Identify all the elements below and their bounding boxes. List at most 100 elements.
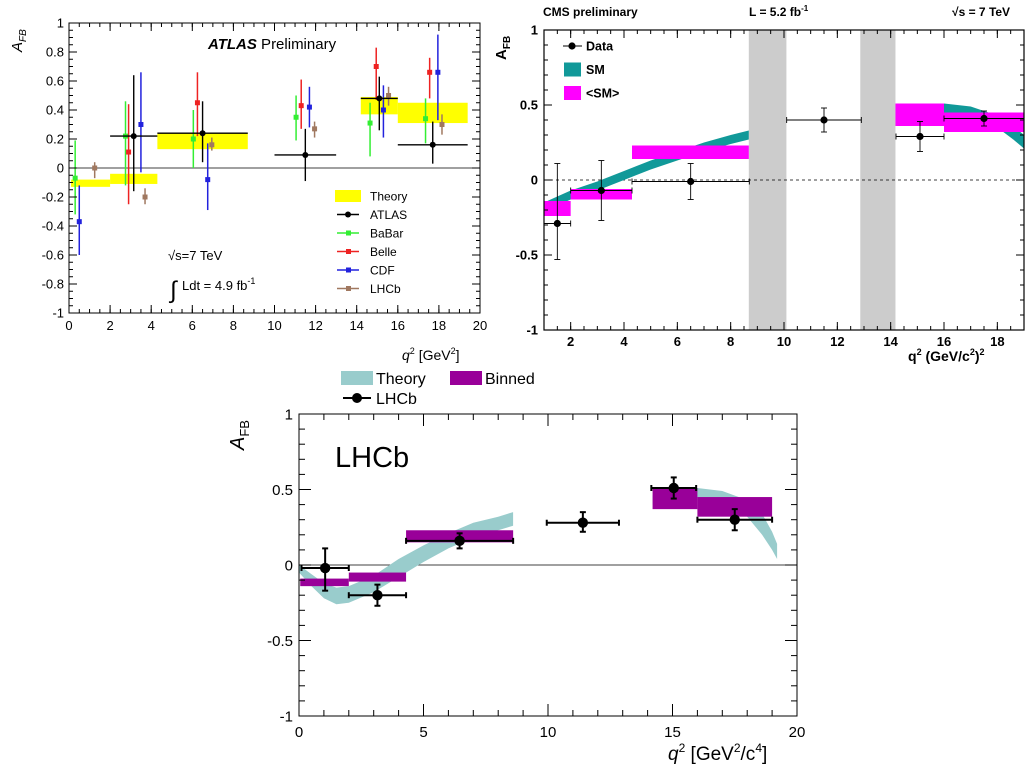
lhcb-data-marker [577, 517, 589, 528]
lhcb-inner-title: LHCb [335, 442, 409, 474]
lhcb-data-marker [372, 590, 383, 601]
atlas-legend-label: CDF [370, 264, 395, 278]
atlas-ytick-label: 0 [57, 161, 64, 176]
lhcb-data-point-2 [405, 532, 515, 550]
cms-xtick-label: 4 [620, 334, 628, 349]
atlas-belle-marker [126, 149, 132, 155]
cms-header-right: √s = 7 TeV [952, 5, 1010, 19]
atlas-xtick-label: 0 [65, 318, 72, 333]
atlas-integral-symbol: ∫ [168, 277, 178, 304]
cms-ytick-label: 0 [531, 173, 538, 188]
lhcb-plot: 0 5 10 15 20 -1 -0.5 0 0.5 1 Theory Binned LHCb [267, 371, 805, 741]
atlas-atlas-marker [376, 95, 383, 102]
atlas-babar-marker [293, 114, 299, 120]
atlas-cdf-point-3 [306, 86, 312, 128]
atlas-theory-bin-0 [71, 179, 111, 187]
atlas-ytick-label: -0.4 [42, 219, 64, 234]
atlas-belle-point-0 [126, 104, 132, 205]
lhcb-xtick-label: 0 [295, 724, 303, 741]
atlas-legend-marker [345, 211, 351, 218]
atlas-belle-point-1 [194, 72, 200, 137]
lhcb-ytick-label: 0.5 [272, 482, 293, 499]
atlas-lhcb-marker [209, 142, 215, 148]
lhcb-data-point-4 [650, 476, 698, 500]
atlas-xtick-label: 16 [391, 318, 405, 333]
atlas-legend-marker [346, 249, 351, 254]
lhcb-xtick-label: 20 [789, 724, 806, 741]
atlas-ytick-label: -0.6 [42, 248, 64, 263]
lhcb-data-point-3 [545, 511, 620, 533]
atlas-ytick-label: 1 [57, 16, 64, 31]
lhcb-data-point-5 [696, 508, 774, 532]
lhcb-legend-label: Binned [485, 371, 535, 388]
atlas-legend-label: Theory [370, 190, 407, 204]
atlas-cdf-marker [76, 219, 82, 225]
atlas-legend-swatch [335, 190, 361, 202]
lhcb-legend-marker [352, 393, 362, 403]
atlas-ytick-label: -0.8 [42, 277, 64, 292]
atlas-cdf-point-4 [380, 85, 386, 138]
cms-avg-bin-3 [895, 103, 944, 126]
lhcb-legend: Theory Binned LHCb [341, 371, 535, 408]
atlas-atlas-marker [199, 130, 206, 137]
lhcb-xtick-label: 10 [540, 724, 557, 741]
atlas-babar-point-4 [367, 102, 373, 157]
cms-xtick-label: 8 [727, 334, 734, 349]
lhcb-xlabel: q2 [GeV2/c4] [668, 741, 767, 765]
lhcb-legend-swatch [450, 371, 482, 385]
cms-xtick-label: 2 [567, 334, 574, 349]
atlas-babar-marker [423, 116, 429, 122]
atlas-ytick-label: 0.2 [46, 132, 64, 147]
cms-data-marker [980, 114, 988, 123]
atlas-atlas-marker [130, 133, 137, 140]
atlas-cdf-point-0 [76, 185, 82, 255]
cms-data-point-3 [786, 107, 862, 133]
lhcb-data-point-1 [347, 583, 408, 607]
cms-xtick-label: 18 [990, 334, 1004, 349]
atlas-babar-marker [72, 175, 78, 181]
cms-data-marker [916, 132, 924, 141]
atlas-ytick-label: 0.4 [46, 103, 64, 118]
atlas-cdf-marker [435, 69, 441, 75]
atlas-title: ATLAS Preliminary [207, 36, 337, 53]
atlas-cdf-marker [138, 122, 144, 127]
cms-xtick-label: 6 [674, 334, 681, 349]
atlas-ytick-label: 0.8 [46, 45, 64, 60]
atlas-lhcb-marker [92, 165, 98, 171]
cms-ytick-label: -0.5 [516, 248, 538, 263]
atlas-xtick-label: 20 [473, 318, 487, 333]
cms-legend-swatch [564, 86, 581, 100]
atlas-xtick-label: 2 [106, 318, 113, 333]
cms-data-marker [687, 177, 695, 186]
atlas-plot: 0 2 4 6 8 10 12 14 16 18 20 -1 -0.8 -0.6 -0.4 -0.2 0 0.2 0… [42, 16, 488, 333]
cms-avg-bin-2 [632, 145, 749, 159]
lhcb-legend-swatch [341, 371, 373, 385]
atlas-belle-marker [427, 69, 433, 75]
atlas-lhcb-marker [312, 126, 318, 132]
cms-header-left: CMS preliminary [543, 5, 638, 19]
atlas-belle-point-3 [373, 47, 379, 100]
cms-xtick-label: 16 [937, 334, 951, 349]
atlas-atlas-marker [302, 151, 309, 158]
lhcb-binned-4 [697, 497, 773, 517]
cms-data-point-5 [943, 110, 1025, 127]
cms-ytick-label: 1 [531, 23, 538, 38]
cms-veto-region-1 [860, 30, 896, 330]
lhcb-binned-1 [348, 572, 407, 582]
atlas-ytick-label: -1 [52, 306, 64, 321]
cms-legend-marker [568, 42, 576, 50]
atlas-xtick-label: 8 [230, 318, 237, 333]
atlas-atlas-point-2 [274, 128, 337, 182]
atlas-atlas-point-1 [157, 101, 248, 163]
atlas-xtick-label: 12 [308, 318, 322, 333]
cms-xlabel: q2 (GeV/c2)2 [908, 347, 985, 364]
cms-data-point-1 [570, 160, 633, 221]
atlas-legend-marker [346, 286, 351, 291]
cms-ytick-label: 0.5 [520, 98, 538, 113]
lhcb-data-marker [729, 514, 740, 525]
atlas-cdf-marker [306, 104, 312, 110]
atlas-cdf-marker [205, 177, 211, 183]
atlas-xtick-label: 6 [189, 318, 196, 333]
atlas-legend-label: ATLAS [370, 208, 407, 222]
